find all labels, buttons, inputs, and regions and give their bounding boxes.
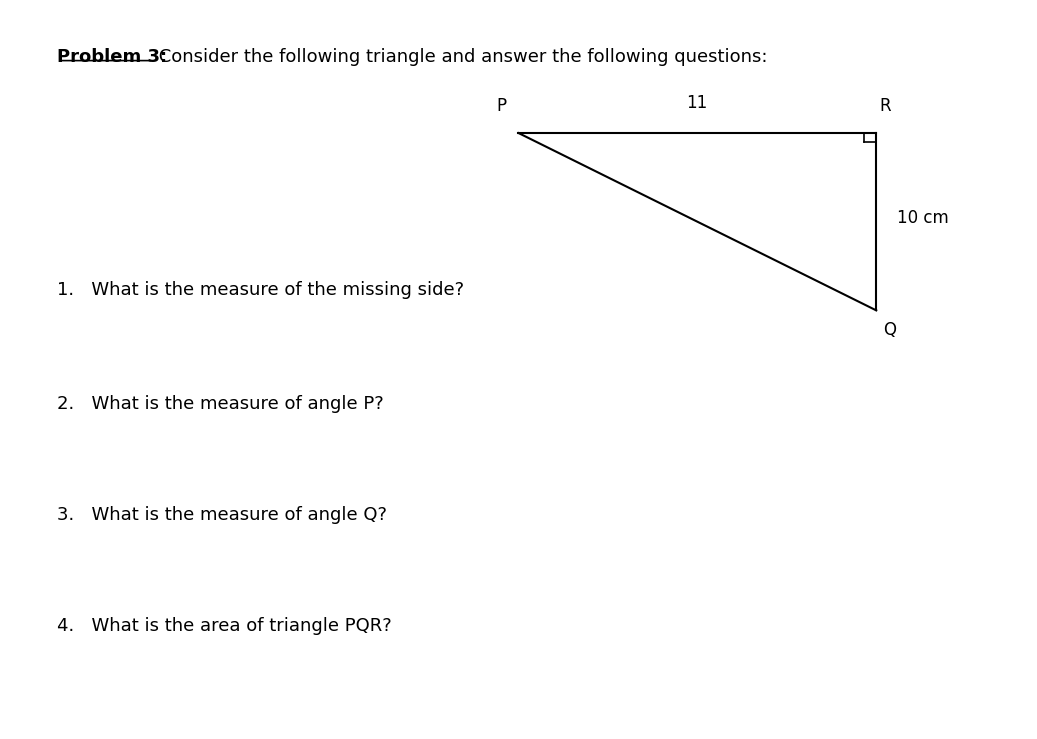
- Text: Problem 3:: Problem 3:: [57, 48, 167, 66]
- Text: P: P: [496, 97, 506, 115]
- Text: R: R: [879, 97, 891, 115]
- Text: 4.   What is the area of triangle PQR?: 4. What is the area of triangle PQR?: [57, 617, 392, 635]
- Text: 2.   What is the measure of angle P?: 2. What is the measure of angle P?: [57, 395, 384, 413]
- Text: 3.   What is the measure of angle Q?: 3. What is the measure of angle Q?: [57, 506, 387, 524]
- Text: 1.   What is the measure of the missing side?: 1. What is the measure of the missing si…: [57, 281, 465, 299]
- Text: Consider the following triangle and answer the following questions:: Consider the following triangle and answ…: [153, 48, 768, 66]
- Text: 10 cm: 10 cm: [897, 209, 949, 227]
- Text: Q: Q: [884, 321, 897, 339]
- Text: 11: 11: [686, 95, 707, 112]
